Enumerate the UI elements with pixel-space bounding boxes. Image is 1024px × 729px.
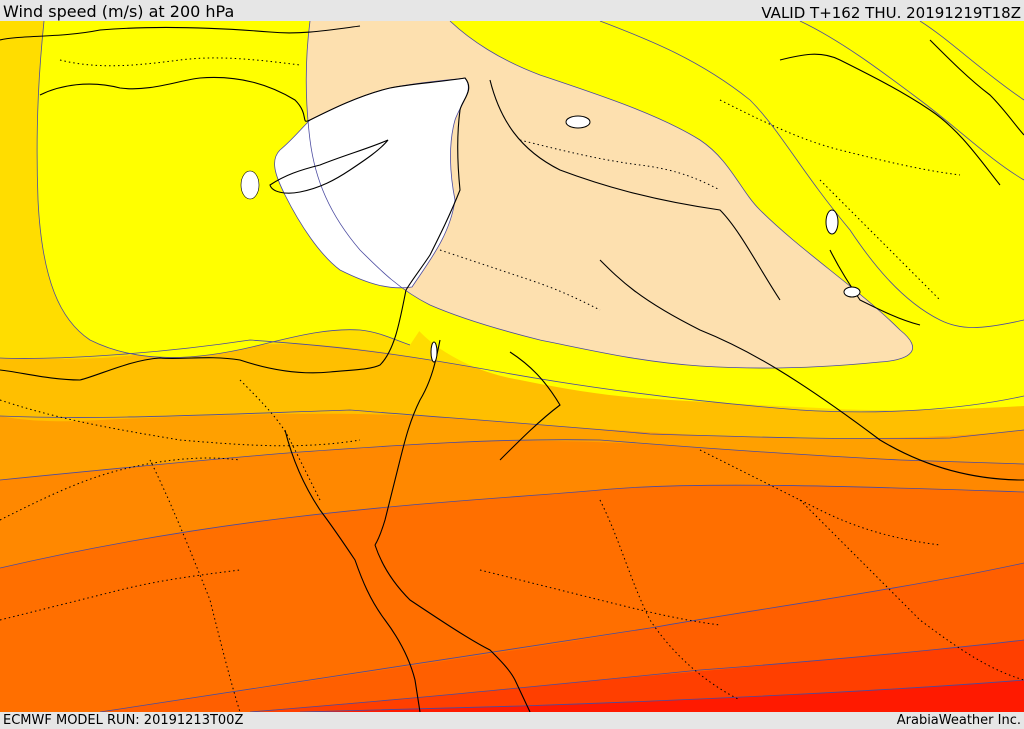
contour-line — [274, 77, 469, 289]
dead-sea — [430, 341, 438, 363]
admin-border — [519, 139, 721, 191]
turkey-south-coast — [39, 76, 470, 122]
contour-line — [0, 339, 1024, 413]
contour-line — [0, 409, 1024, 440]
band-white-fill — [274, 78, 469, 288]
cyprus — [269, 139, 389, 194]
chart-title: Wind speed (m/s) at 200 hPa — [3, 2, 235, 21]
contour-line — [36, 21, 411, 358]
model-run-label: ECMWF MODEL RUN: 20191213T00Z — [3, 713, 244, 728]
wind-speed-map — [0, 21, 1024, 712]
admin-border — [0, 569, 241, 621]
qatar-bay — [843, 286, 861, 298]
admin-border — [599, 499, 741, 701]
lake-urmia — [825, 209, 839, 235]
levant-coast — [405, 109, 461, 291]
water-bodies — [240, 115, 861, 363]
admin-borders — [0, 57, 1024, 712]
contour-line — [919, 21, 1024, 101]
header-bar: Wind speed (m/s) at 200 hPa VALID T+162 … — [0, 0, 1024, 22]
syria-iraq-border — [489, 79, 781, 301]
turkey-north-coast — [0, 25, 361, 41]
lake-van — [565, 115, 591, 129]
admin-border — [0, 457, 241, 521]
valid-time-label: VALID T+162 THU. 20191219T18Z — [761, 4, 1021, 22]
sinai-west — [0, 289, 407, 381]
admin-border — [719, 99, 961, 176]
contour-line — [799, 21, 1024, 181]
coastlines — [0, 25, 1024, 712]
admin-border — [59, 57, 301, 67]
persian-gulf — [829, 249, 921, 326]
contour-line — [249, 639, 1024, 712]
contour-line — [0, 484, 1024, 569]
footer-bar: ECMWF MODEL RUN: 20191213T00Z ArabiaWeat… — [0, 712, 1024, 729]
caspian-shore — [779, 53, 1001, 186]
iraq-saudi-border — [599, 259, 1024, 481]
gulf-of-suez — [284, 429, 421, 712]
credit-label: ArabiaWeather Inc. — [896, 713, 1021, 728]
contour-line — [305, 21, 913, 369]
contour-line — [299, 679, 1024, 712]
red-sea-east — [374, 544, 531, 712]
iran-coast — [929, 39, 1024, 136]
admin-border — [439, 249, 601, 311]
admin-border — [819, 179, 941, 301]
admin-border — [0, 399, 361, 447]
admin-border — [699, 449, 941, 546]
saudi-jordan-border — [499, 351, 561, 461]
gulf-of-aqaba — [374, 339, 441, 546]
crete — [240, 170, 260, 200]
